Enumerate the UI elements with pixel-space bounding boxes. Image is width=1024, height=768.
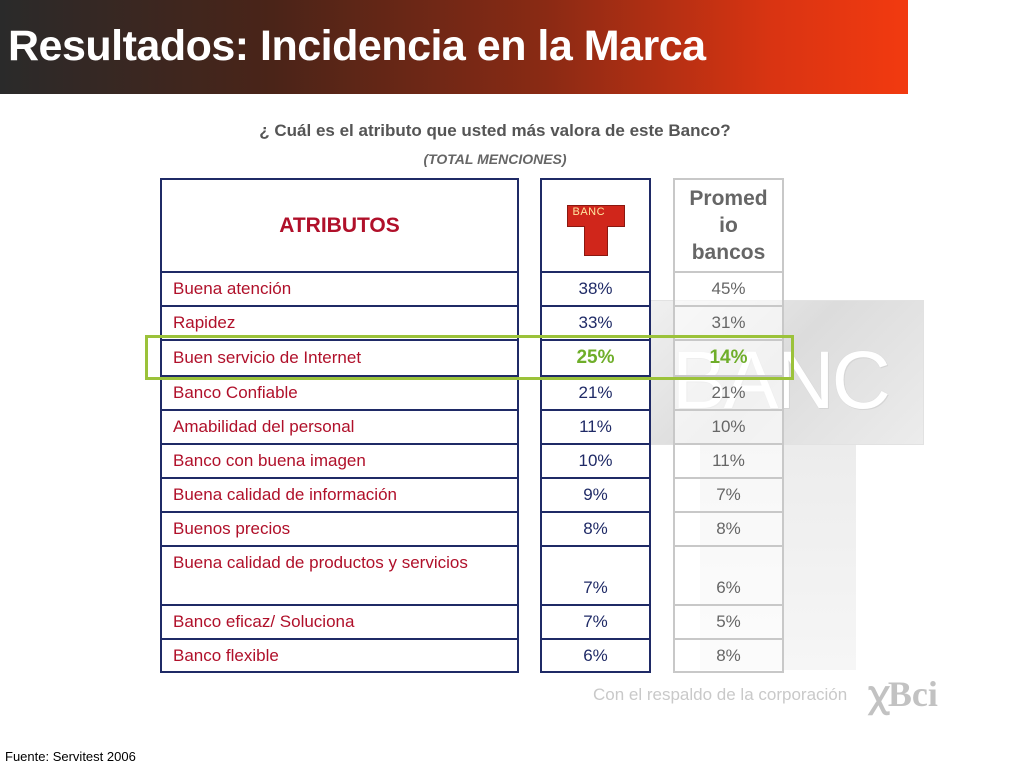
bank-logo-text: BANC [572, 205, 606, 218]
bank-value-cell: 6% [542, 638, 649, 671]
bank-logo-header: BANC [542, 180, 649, 271]
bank-value-cell: 11% [542, 409, 649, 443]
average-value-cell: 11% [675, 443, 782, 477]
bank-value-cell: 10% [542, 443, 649, 477]
bank-value-cell: 8% [542, 511, 649, 545]
bank-value-cell: 21% [542, 375, 649, 409]
average-header-line: io [719, 214, 738, 237]
average-column: Promed io bancos 45% 31% 14% 21% 10% 11%… [673, 178, 784, 673]
average-value-cell: 5% [675, 604, 782, 638]
attribute-cell: Rapidez [162, 305, 517, 339]
bank-value-cell-highlighted: 25% [542, 339, 649, 375]
average-value-cell: 8% [675, 638, 782, 671]
source-note: Fuente: Servitest 2006 [5, 749, 136, 764]
bank-column: BANC 38% 33% 25% 21% 11% 10% 9% 8% 7% 7%… [540, 178, 651, 673]
attribute-cell: Banco eficaz/ Soluciona [162, 604, 517, 638]
average-value-cell: 7% [675, 477, 782, 511]
corporate-note: Con el respaldo de la corporación [593, 685, 848, 704]
attribute-cell: Buenos precios [162, 511, 517, 545]
average-value-cell: 21% [675, 375, 782, 409]
average-header-label: Promed io bancos [689, 185, 767, 266]
attributes-header: ATRIBUTOS [162, 180, 517, 271]
average-value-cell-highlighted: 14% [675, 339, 782, 375]
attribute-cell: Buen servicio de Internet [162, 339, 517, 375]
average-value-cell: 31% [675, 305, 782, 339]
average-header-line: Promed [689, 187, 768, 210]
bank-value-cell: 38% [542, 271, 649, 305]
average-value-cell: 6% [675, 545, 782, 604]
bank-value-cell: 9% [542, 477, 649, 511]
bci-logo-text: Bci [887, 674, 938, 714]
average-value-cell: 8% [675, 511, 782, 545]
title-banner: Resultados: Incidencia en la Marca [0, 0, 908, 94]
attributes-header-label: ATRIBUTOS [279, 213, 400, 237]
bci-logo: ꭓBci [868, 674, 938, 714]
survey-question: ¿ Cuál es el atributo que usted más valo… [259, 121, 731, 140]
highlight-row-box [145, 335, 794, 380]
attributes-column: ATRIBUTOS Buena atención Rapidez Buen se… [160, 178, 519, 673]
attribute-cell: Buena calidad de información [162, 477, 517, 511]
average-value-cell: 45% [675, 271, 782, 305]
attribute-cell: Amabilidad del personal [162, 409, 517, 443]
bank-value-cell: 7% [542, 545, 649, 604]
bank-logo-icon: BANC [565, 197, 627, 256]
average-header: Promed io bancos [675, 180, 782, 271]
bank-value-cell: 7% [542, 604, 649, 638]
attribute-cell: Banco flexible [162, 638, 517, 671]
attribute-cell: Banco Confiable [162, 375, 517, 409]
attribute-cell: Banco con buena imagen [162, 443, 517, 477]
attribute-cell: Buena atención [162, 271, 517, 305]
bank-value-cell: 33% [542, 305, 649, 339]
survey-subtitle: (TOTAL MENCIONES) [423, 151, 567, 167]
average-header-line: bancos [691, 241, 766, 264]
attribute-cell: Buena calidad de productos y servicios [162, 545, 517, 604]
average-value-cell: 10% [675, 409, 782, 443]
page-title: Resultados: Incidencia en la Marca [8, 22, 706, 70]
